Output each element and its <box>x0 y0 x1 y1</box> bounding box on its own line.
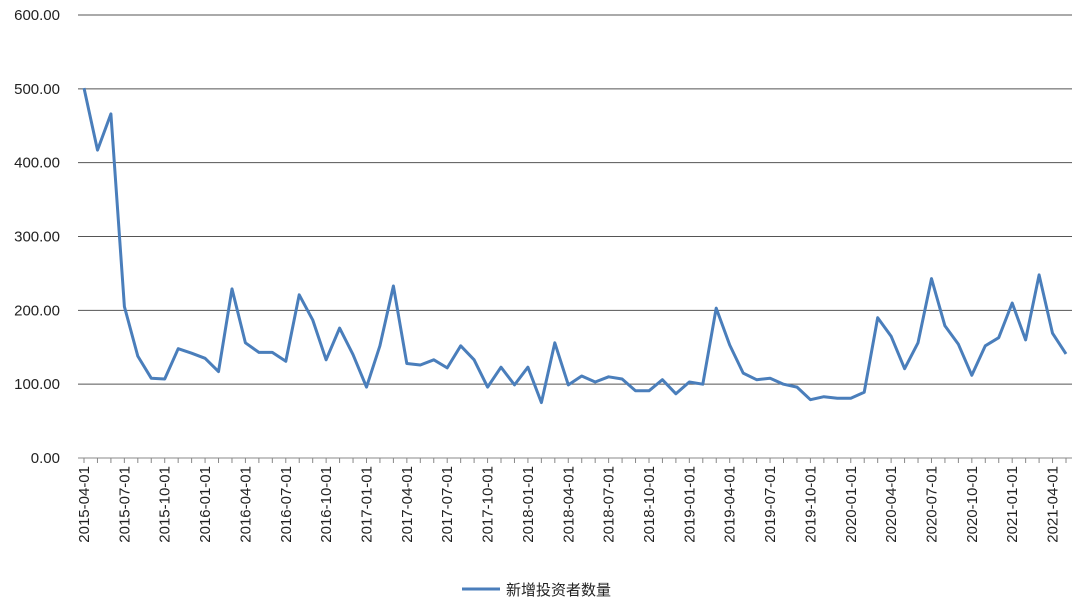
x-tick-label: 2020-07-01 <box>923 466 940 543</box>
data-line <box>82 87 1068 405</box>
x-tick-label: 2018-04-01 <box>560 466 577 543</box>
x-tick-label: 2017-10-01 <box>480 466 497 543</box>
x-tick-label: 2017-07-01 <box>439 466 456 543</box>
x-tick-label: 2017-01-01 <box>358 466 375 543</box>
x-tick-label: 2015-10-01 <box>157 466 174 543</box>
x-tick-label: 2016-04-01 <box>237 466 254 543</box>
x-tick-label: 2021-01-01 <box>1004 466 1021 543</box>
x-tick-label: 2019-10-01 <box>802 466 819 543</box>
x-tick-label: 2018-01-01 <box>520 466 537 543</box>
x-tick-label: 2015-04-01 <box>76 466 93 543</box>
x-tick-label: 2020-04-01 <box>883 466 900 543</box>
x-tick-label: 2020-01-01 <box>843 466 860 543</box>
x-tick-label: 2016-07-01 <box>278 466 295 543</box>
legend-label: 新增投资者数量 <box>506 582 611 599</box>
x-tick-label: 2018-07-01 <box>601 466 618 543</box>
x-tick-label: 2021-04-01 <box>1045 466 1062 543</box>
y-tick-label: 100.00 <box>14 376 60 393</box>
y-tick-label: 600.00 <box>14 7 60 24</box>
x-tick-label: 2019-07-01 <box>762 466 779 543</box>
x-tick-label: 2020-10-01 <box>964 466 981 543</box>
y-tick-label: 500.00 <box>14 81 60 98</box>
x-tick-label: 2016-01-01 <box>197 466 214 543</box>
y-tick-label: 0.00 <box>31 450 60 467</box>
x-tick-label: 2018-10-01 <box>641 466 658 543</box>
x-tick-label: 2019-01-01 <box>681 466 698 543</box>
x-tick-label: 2016-10-01 <box>318 466 335 543</box>
y-tick-label: 400.00 <box>14 155 60 172</box>
y-tick-label: 300.00 <box>14 229 60 246</box>
x-tick-label: 2015-07-01 <box>116 466 133 543</box>
y-tick-label: 200.00 <box>14 302 60 319</box>
x-tick-label: 2019-04-01 <box>722 466 739 543</box>
x-tick-label: 2017-04-01 <box>399 466 416 543</box>
